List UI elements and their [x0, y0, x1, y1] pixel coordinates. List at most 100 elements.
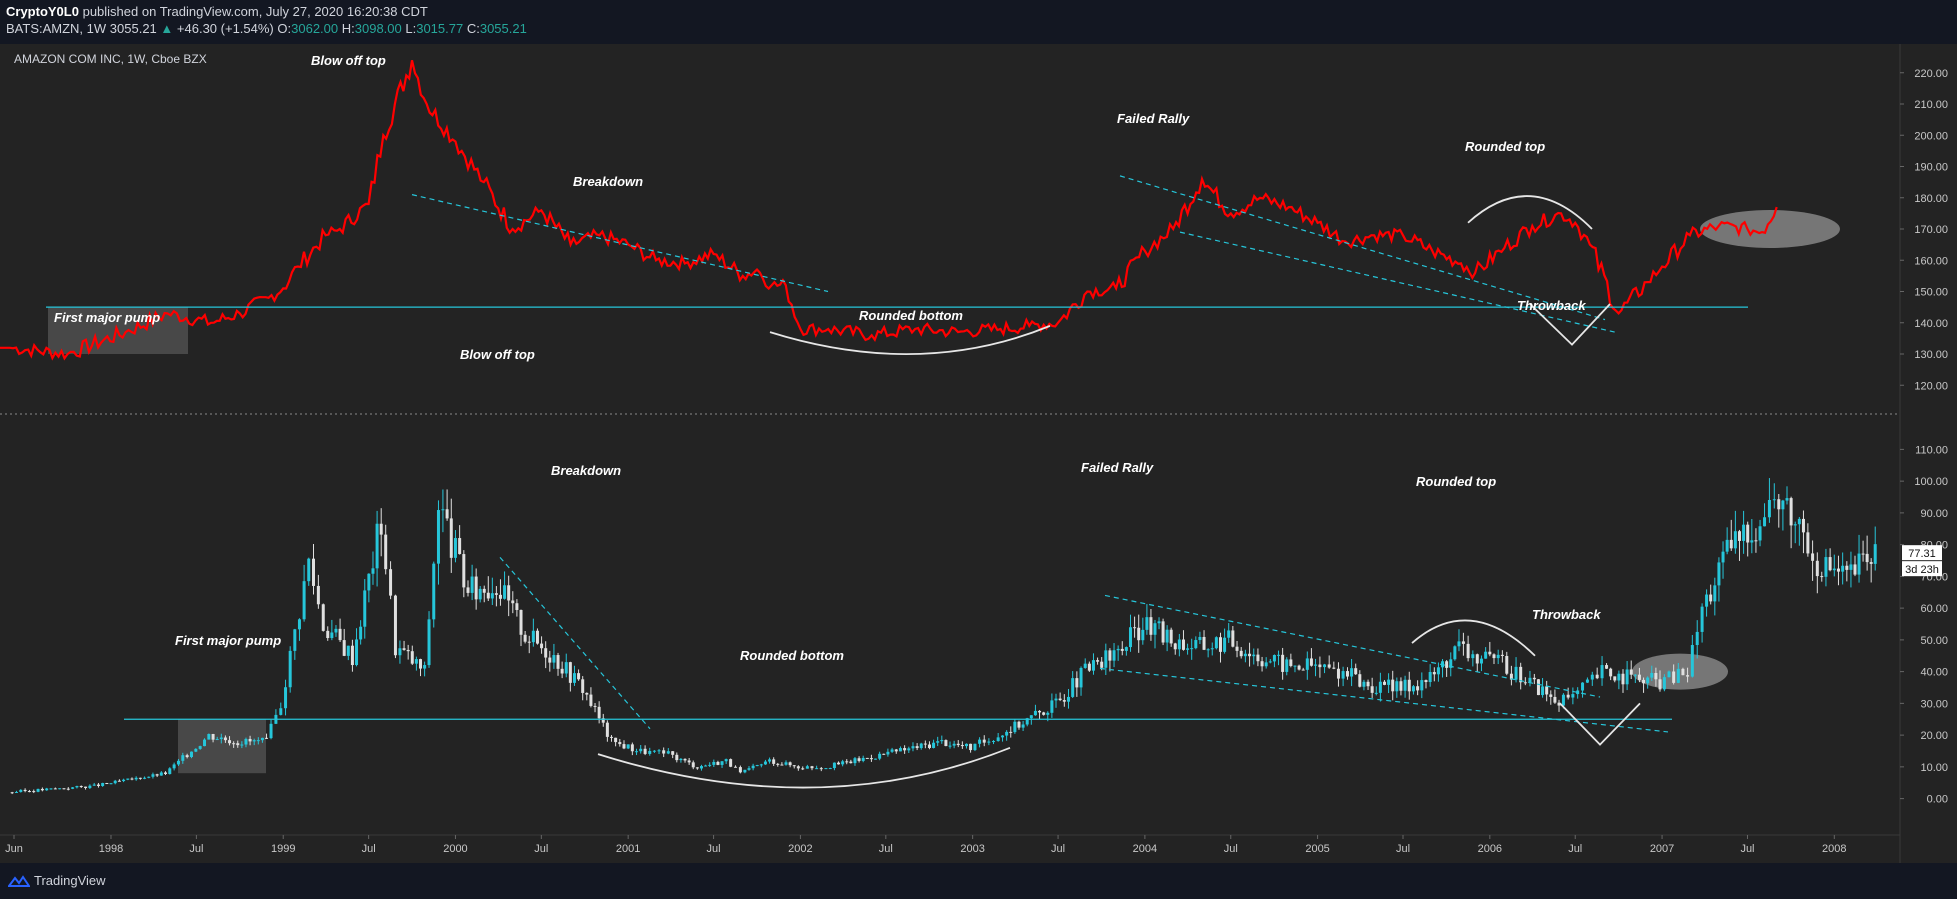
y-tick-label: 50.00: [1920, 635, 1948, 647]
candle-body: [1709, 594, 1713, 602]
candle-body: [1484, 651, 1488, 659]
candle-body: [869, 758, 873, 760]
candle-body: [1309, 658, 1313, 666]
candle-body: [1772, 499, 1776, 501]
y-tick-label: 90.00: [1920, 508, 1948, 520]
chart-area[interactable]: AMAZON COM INC, 1W, Cboe BZX 220.00 210.0…: [0, 44, 1957, 863]
y-tick-label: 140.00: [1914, 318, 1948, 330]
candle-body: [181, 755, 185, 761]
y-tick-label: 150.00: [1914, 287, 1948, 299]
candle-body: [486, 592, 490, 599]
candle-body: [1243, 653, 1247, 657]
candle-body: [903, 748, 907, 751]
candle-body: [1861, 553, 1865, 555]
x-tick-label: 2000: [443, 843, 467, 855]
candle-body: [393, 595, 397, 656]
candle-body: [1305, 658, 1309, 670]
rounded-bottom-arc-bottom: [597, 746, 1011, 789]
candle-body: [10, 792, 14, 794]
candle-body: [19, 789, 23, 792]
candle-body: [117, 780, 121, 782]
candle-body: [1420, 680, 1424, 691]
candle-body: [540, 643, 544, 649]
candle-body: [1466, 643, 1470, 659]
candle-body: [1083, 663, 1087, 668]
high-value: 3098.00: [354, 21, 402, 36]
candle-body: [548, 657, 552, 663]
candle-body: [359, 626, 363, 640]
candle-body: [626, 744, 630, 749]
candle-body: [1865, 553, 1869, 563]
candle-body: [1181, 639, 1185, 650]
candle-body: [1633, 674, 1637, 676]
candle-body: [819, 768, 823, 770]
candle-body: [729, 759, 733, 767]
candle-body: [1590, 674, 1594, 680]
candle-body: [490, 593, 494, 599]
annotation-throwback: Throwback: [1517, 298, 1586, 313]
annotation-throwback-bottom: Throwback: [1532, 607, 1601, 622]
candle-body: [1475, 654, 1479, 664]
candle-body: [297, 619, 301, 630]
candle-body: [1650, 672, 1654, 678]
candle-body: [1366, 681, 1370, 687]
candle-body: [987, 741, 991, 743]
candle-body: [837, 762, 841, 765]
tradingview-brand[interactable]: TradingView: [34, 873, 106, 888]
candle-body: [503, 585, 507, 599]
candle-body: [1758, 526, 1762, 541]
candle-body: [414, 659, 418, 664]
candle-body: [203, 739, 207, 747]
candle-body: [1289, 659, 1293, 666]
chart-svg[interactable]: AMAZON COM INC, 1W, Cboe BZX 220.00 210.0…: [0, 44, 1957, 863]
candle-body: [1091, 660, 1095, 671]
candle-body: [256, 740, 260, 742]
candle-body: [1836, 568, 1840, 572]
annotation-failed-rally-bottom: Failed Rally: [1081, 460, 1154, 475]
candle-body: [1116, 648, 1120, 651]
breakdown-trendline-bottom: [499, 556, 651, 730]
candle-body: [755, 765, 759, 767]
candle-body: [948, 745, 952, 747]
candle-body: [23, 789, 27, 792]
candle-body: [58, 788, 62, 790]
candle-body: [470, 576, 474, 593]
candle-body: [402, 648, 406, 650]
candle-body: [940, 740, 944, 742]
candle-body: [419, 659, 423, 669]
candle-body: [113, 780, 117, 784]
candle-body: [27, 791, 31, 793]
candle-body: [1496, 654, 1500, 659]
candle-body: [1120, 648, 1124, 651]
candle-body: [535, 630, 539, 644]
candle-body: [458, 538, 462, 555]
price-line: [0, 60, 1778, 361]
candle-body: [1145, 617, 1149, 630]
candle-body: [1256, 654, 1260, 662]
candle-body: [321, 604, 325, 631]
candle-body: [1869, 562, 1873, 564]
candle-body: [841, 761, 845, 765]
candle-body: [982, 739, 986, 743]
candle-body: [1038, 710, 1042, 713]
price-change: +46.30 (+1.54%): [176, 21, 274, 36]
author-name[interactable]: CryptoY0L0: [6, 4, 79, 19]
candle-body: [805, 766, 809, 769]
candle-body: [215, 739, 219, 741]
candle-body: [1553, 696, 1557, 703]
candle-body: [1042, 712, 1046, 715]
candle-body: [564, 662, 568, 674]
x-tick-label: Jul: [1224, 843, 1238, 855]
candle-body: [1750, 540, 1754, 543]
candle-body: [326, 630, 330, 639]
candle-body: [944, 740, 948, 747]
candle-body: [635, 751, 639, 753]
candle-body: [890, 749, 894, 752]
tradingview-logo-icon[interactable]: [8, 874, 30, 888]
candle-body: [1841, 565, 1845, 572]
candle-body: [1767, 500, 1771, 518]
candle-body: [260, 737, 264, 741]
candle-body: [849, 761, 853, 764]
candle-body: [1613, 676, 1617, 681]
candle-body: [482, 588, 486, 593]
